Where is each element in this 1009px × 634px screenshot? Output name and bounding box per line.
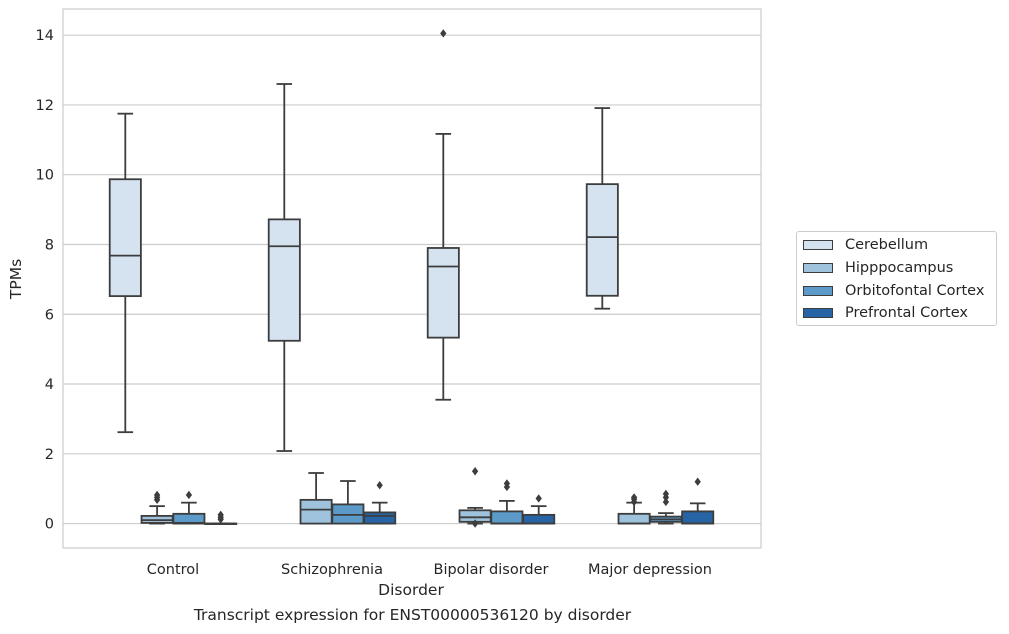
figure-caption: Transcript expression for ENST0000053612…: [193, 606, 632, 624]
legend-swatch-prefrontal-cortex: [803, 308, 833, 318]
x-tick-label-major-depression: Major depression: [588, 562, 712, 578]
box-orbitofontal-cortex-3: [649, 489, 683, 525]
box-body: [108, 178, 142, 298]
y-tick-label-14: 14: [36, 28, 54, 44]
box-orbitofontal-cortex-2: [490, 479, 524, 525]
box-hipppocampus-2: [458, 467, 492, 528]
box-cerebellum-0: [108, 112, 142, 434]
legend-item-orbitofontal-cortex: Orbitofontal Cortex: [803, 282, 984, 300]
box-body: [490, 510, 524, 525]
box-orbitofontal-cortex-0: [172, 490, 206, 525]
outlier-point: [662, 497, 670, 507]
legend-label-cerebellum: Cerebellum: [845, 237, 929, 253]
box-body: [585, 183, 619, 297]
legend-swatch-orbitofontal-cortex: [803, 286, 833, 296]
box-hipppocampus-1: [299, 472, 333, 525]
legend-label-hipppocampus: Hipppocampus: [845, 260, 954, 276]
outlier-point: [471, 519, 479, 528]
box-body: [363, 511, 397, 525]
y-tick-label-12: 12: [36, 98, 54, 114]
box-body: [267, 218, 301, 342]
legend-label-prefrontal-cortex: Prefrontal Cortex: [845, 305, 968, 321]
gridlines: [63, 34, 761, 525]
y-tick-label-4: 4: [45, 377, 54, 393]
legend-swatch-cerebellum: [803, 240, 833, 250]
box-body: [426, 247, 460, 339]
y-tick-label-8: 8: [45, 237, 54, 253]
legend: Cerebellum Hipppocampus Orbitofontal Cor…: [796, 231, 997, 326]
x-tick-label-schizophrenia: Schizophrenia: [281, 562, 383, 578]
box-cerebellum-3: [585, 107, 619, 310]
outlier-point: [662, 489, 670, 499]
outlier-point: [503, 479, 511, 488]
legend-label-orbitofontal-cortex: Orbitofontal Cortex: [845, 283, 985, 299]
outlier-point: [217, 510, 224, 520]
y-tick-label-6: 6: [45, 307, 54, 323]
y-axis-label: TPMs: [7, 259, 25, 300]
box-prefrontal-cortex-3: [681, 477, 715, 525]
x-tick-label-bipolar-disorder: Bipolar disorder: [434, 562, 549, 578]
legend-item-hipppocampus: Hipppocampus: [803, 259, 953, 277]
box-cerebellum-2: [426, 29, 460, 401]
y-tick-label-10: 10: [36, 168, 54, 184]
box-hipppocampus-0: [140, 490, 174, 525]
plot-frame: [62, 8, 762, 549]
box-orbitofontal-cortex-1: [331, 480, 365, 525]
y-tick-label-0: 0: [45, 517, 54, 533]
box-body: [681, 510, 715, 525]
x-tick-label-control: Control: [147, 562, 199, 578]
outlier-point: [153, 490, 161, 500]
outlier-point: [440, 29, 447, 38]
legend-swatch-hipppocampus: [803, 263, 833, 273]
box-prefrontal-cortex-1: [363, 481, 397, 525]
y-tick-label-2: 2: [45, 447, 54, 463]
outlier-point: [376, 481, 383, 490]
box-cerebellum-1: [267, 83, 301, 452]
x-axis-label: Disorder: [378, 581, 444, 599]
box-prefrontal-cortex-0: [204, 510, 238, 525]
outlier-point: [694, 477, 701, 486]
box-prefrontal-cortex-2: [522, 494, 556, 525]
outlier-point: [185, 490, 193, 500]
legend-item-cerebellum: Cerebellum: [803, 236, 928, 254]
outlier-point: [535, 494, 542, 503]
box-body: [522, 513, 556, 525]
plot-marks: [108, 29, 715, 528]
legend-item-prefrontal-cortex: Prefrontal Cortex: [803, 304, 968, 322]
outlier-point: [630, 493, 638, 502]
box-body: [299, 498, 333, 525]
axis-ticks: 0 2 4 6 8 10 12 14 Control Schizophrenia Bipolar d…: [36, 28, 712, 578]
outlier-point: [471, 467, 479, 476]
box-body: [617, 512, 651, 525]
box-hipppocampus-3: [617, 493, 651, 525]
